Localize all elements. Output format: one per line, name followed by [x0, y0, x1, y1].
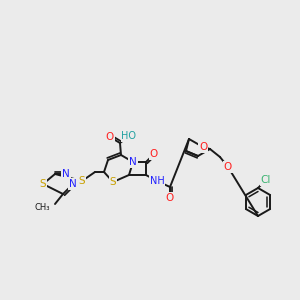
Text: S: S: [40, 179, 46, 189]
Text: Cl: Cl: [261, 175, 271, 185]
Text: S: S: [110, 177, 116, 187]
Text: O: O: [224, 162, 232, 172]
Text: S: S: [79, 176, 85, 186]
Text: N: N: [69, 179, 77, 189]
Text: N: N: [62, 169, 70, 179]
Text: N: N: [129, 157, 137, 167]
Text: HO: HO: [122, 131, 136, 141]
Text: NH: NH: [150, 176, 164, 186]
Text: CH₃: CH₃: [34, 203, 50, 212]
Text: O: O: [150, 149, 158, 159]
Text: O: O: [166, 193, 174, 203]
Text: O: O: [199, 142, 207, 152]
Text: O: O: [106, 132, 114, 142]
